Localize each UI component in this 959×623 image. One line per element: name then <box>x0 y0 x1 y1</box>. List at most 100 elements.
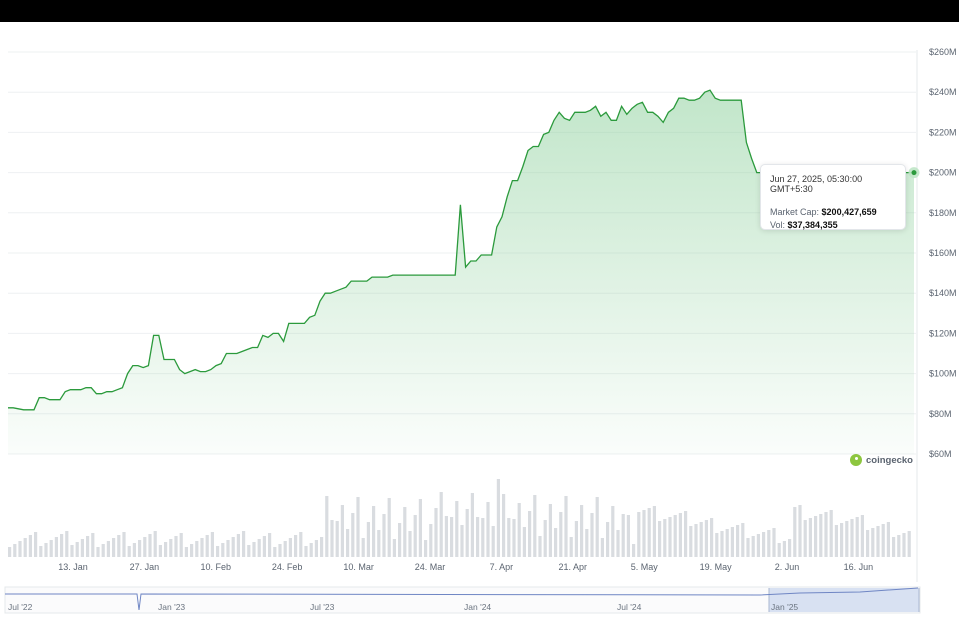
volume-bar <box>829 510 833 557</box>
volume-bar <box>902 533 906 557</box>
volume-bar <box>704 520 708 557</box>
volume-bar <box>195 541 199 557</box>
tooltip-vol-label: Vol: <box>770 220 786 230</box>
volume-bar <box>652 506 656 557</box>
volume-bar <box>834 525 838 557</box>
volume-bar <box>158 545 162 557</box>
volume-bar <box>886 522 890 557</box>
volume-bar <box>574 521 578 557</box>
volume-bar <box>600 538 604 557</box>
volume-bar <box>153 531 157 557</box>
volume-bar <box>871 528 875 557</box>
navigator-tick-label: Jul '24 <box>617 602 642 612</box>
tooltip-volume: Vol: $37,384,355 <box>770 220 896 230</box>
x-tick-label: 7. Apr <box>490 562 514 572</box>
market-cap-area <box>8 90 914 454</box>
volume-bar <box>658 521 662 557</box>
volume-bar <box>190 544 194 557</box>
chart-tooltip: Jun 27, 2025, 05:30:00 GMT+5:30 Market C… <box>760 164 906 230</box>
x-tick-label: 10. Feb <box>201 562 232 572</box>
volume-bar <box>632 544 636 557</box>
volume-bar <box>616 530 620 557</box>
volume-bar <box>44 543 48 557</box>
volume-bar <box>470 493 474 557</box>
x-tick-label: 5. May <box>631 562 659 572</box>
volume-bar <box>772 528 776 557</box>
volume-bar <box>465 509 469 557</box>
volume-bar <box>28 535 32 557</box>
volume-bar <box>96 547 100 557</box>
volume-bar <box>216 546 220 557</box>
volume-bar <box>408 531 412 557</box>
volume-bar <box>377 530 381 557</box>
volume-bar <box>720 531 724 557</box>
volume-bar <box>39 546 43 557</box>
volume-bar <box>756 534 760 557</box>
volume-bar <box>522 527 526 557</box>
x-tick-label: 24. Feb <box>272 562 303 572</box>
volume-bar <box>564 496 568 557</box>
tooltip-date: Jun 27, 2025, 05:30:00 GMT+5:30 <box>770 174 863 194</box>
x-tick-label: 13. Jan <box>58 562 88 572</box>
coingecko-logo: coingecko <box>850 454 913 466</box>
volume-bar <box>314 540 318 557</box>
chart-panel: $60M $80M $100M $120M $140M $160M $180M $200M $2… <box>0 22 959 623</box>
x-tick-label: 27. Jan <box>130 562 160 572</box>
volume-bar <box>387 498 391 557</box>
volume-bar <box>460 525 464 557</box>
volume-bar <box>34 532 38 557</box>
volume-bar <box>247 545 251 557</box>
volume-bar <box>502 494 506 557</box>
volume-bar <box>626 515 630 557</box>
volume-bar <box>486 502 490 557</box>
navigator-tick-label: Jan '24 <box>464 602 491 612</box>
volume-bar <box>356 497 360 557</box>
volume-bar <box>424 540 428 557</box>
volume-bar <box>533 495 537 557</box>
navigator-line <box>5 587 919 611</box>
volume-bar <box>13 544 17 557</box>
volume-bar <box>127 546 131 557</box>
coingecko-wordmark: coingecko <box>866 454 913 466</box>
volume-bar <box>793 507 797 557</box>
navigator-tick-label: Jul '22 <box>8 602 33 612</box>
market-cap-chart[interactable]: $60M $80M $100M $120M $140M $160M $180M $200M $2… <box>0 22 959 623</box>
volume-bar <box>907 531 911 557</box>
volume-bar <box>512 519 516 557</box>
market-cap-line <box>8 89 914 411</box>
volume-bar <box>491 526 495 557</box>
volume-bar <box>132 543 136 557</box>
volume-bar <box>595 497 599 557</box>
volume-bar <box>382 514 386 557</box>
x-tick-label: 24. Mar <box>415 562 446 572</box>
volume-bar <box>855 517 859 557</box>
volume-bar <box>699 522 703 557</box>
volume-bar <box>262 536 266 557</box>
hover-point <box>911 170 917 176</box>
volume-bar <box>850 519 854 557</box>
volume-bar <box>65 531 69 557</box>
volume-bar <box>346 529 350 557</box>
volume-bar <box>450 517 454 557</box>
volume-bar <box>860 515 864 557</box>
volume-bar <box>736 525 740 557</box>
volume-bar <box>637 512 641 557</box>
volume-bar <box>538 536 542 557</box>
volume-bar <box>782 541 786 557</box>
volume-bar <box>8 547 12 557</box>
volume-bar <box>54 537 58 557</box>
volume-bar <box>866 530 870 557</box>
volume-bar <box>179 533 183 557</box>
volume-bar <box>767 530 771 557</box>
volume-bar <box>569 537 573 557</box>
volume-bar <box>91 533 95 557</box>
y-tick-label: $120M <box>929 328 957 338</box>
volume-bar <box>663 519 667 557</box>
volume-bar <box>294 535 298 557</box>
volume-bar <box>340 505 344 557</box>
volume-bar <box>299 532 303 557</box>
volume-bar <box>268 533 272 557</box>
volume-bar <box>715 533 719 557</box>
y-tick-label: $100M <box>929 369 957 379</box>
y-tick-label: $220M <box>929 127 957 137</box>
